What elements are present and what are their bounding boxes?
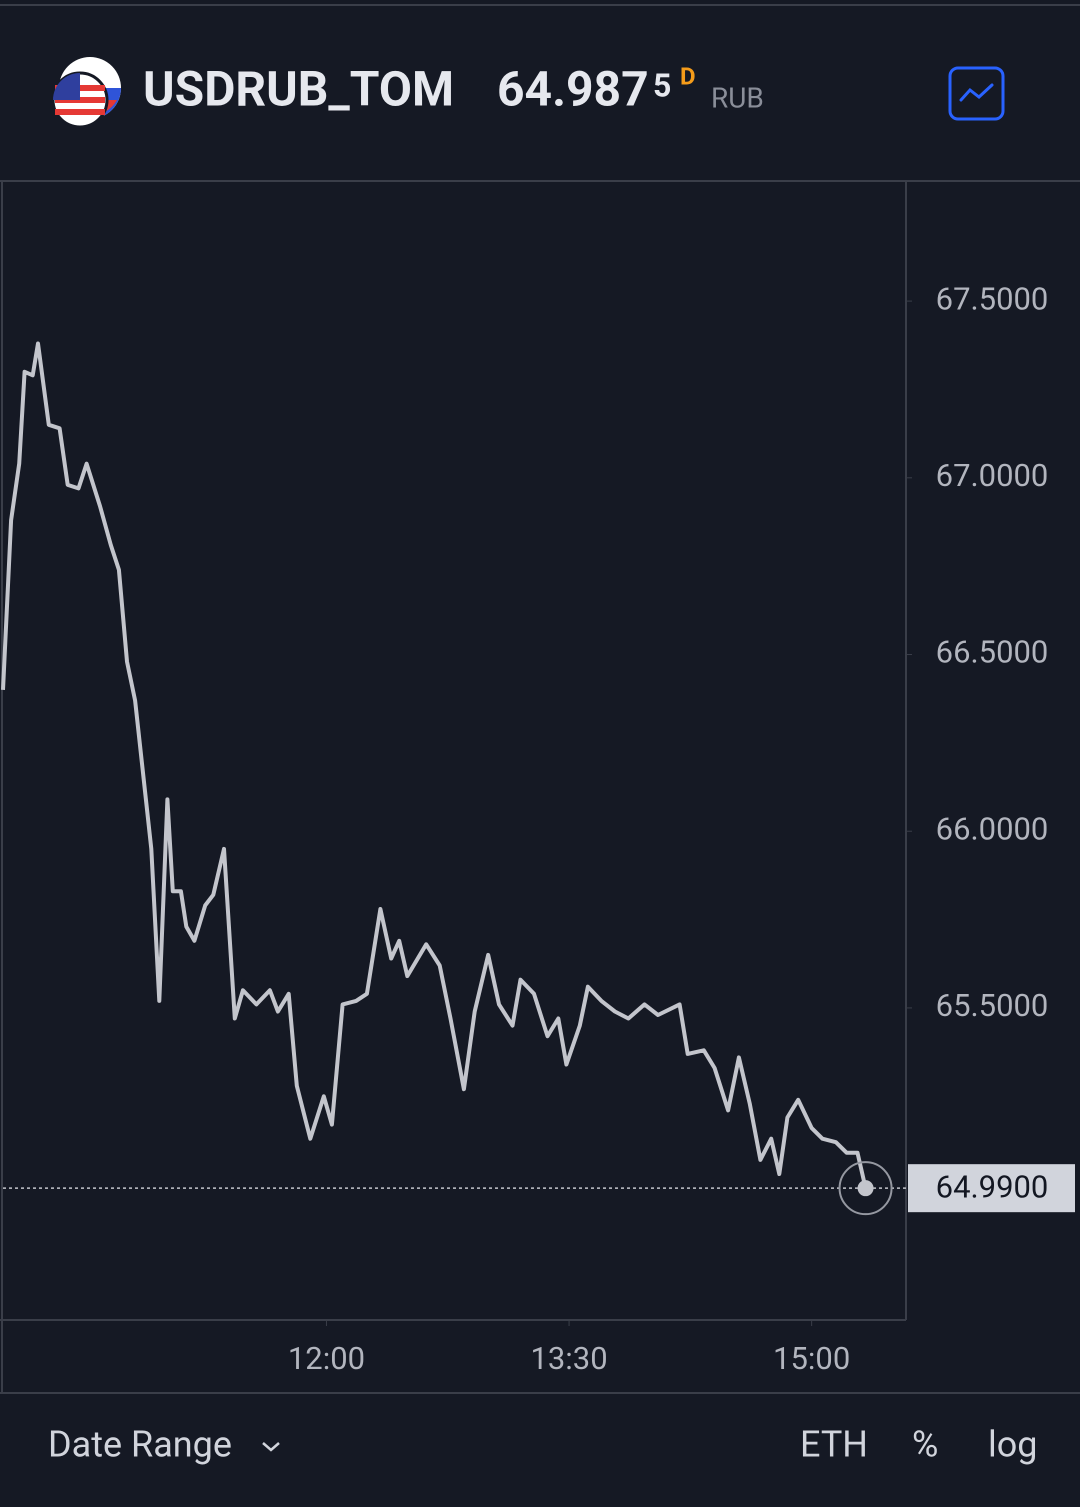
plot: 65.5000 66.0000 66.5000 67.0000 67.5000 12:00… <box>1 280 1075 1377</box>
x-tick-label: 12:00 <box>288 1340 365 1377</box>
price-fraction: 5 <box>653 66 671 104</box>
x-tick-label: 13:30 <box>530 1340 607 1377</box>
last-point-ring <box>838 1161 893 1216</box>
symbol: USDRUB_TOM <box>143 61 454 118</box>
price-line <box>1 341 868 1189</box>
y-tick-label: 66.5000 <box>936 634 1049 671</box>
y-tick-label: 67.0000 <box>936 457 1049 494</box>
eth-toggle[interactable]: ETH <box>800 1424 868 1466</box>
flag-icon <box>51 57 121 129</box>
date-range-button[interactable]: Date Range <box>48 1424 280 1466</box>
badge: D <box>680 62 696 90</box>
last-point <box>857 1180 874 1197</box>
y-tick-label: 65.5000 <box>936 987 1049 1024</box>
chart-type-button[interactable] <box>948 66 1005 121</box>
y-tick-label: 66.0000 <box>936 810 1049 847</box>
percent-toggle[interactable]: % <box>912 1424 938 1466</box>
y-tick-label: 67.5000 <box>936 280 1049 317</box>
log-toggle[interactable]: log <box>988 1424 1038 1466</box>
last-price-box <box>908 1164 1075 1213</box>
date-range[interactable]: Date Range <box>48 1424 232 1466</box>
last-price-label: 64.9900 <box>936 1168 1049 1205</box>
price: 64.987 <box>497 61 649 118</box>
currency: RUB <box>711 81 764 114</box>
x-tick-label: 15:00 <box>773 1340 850 1377</box>
